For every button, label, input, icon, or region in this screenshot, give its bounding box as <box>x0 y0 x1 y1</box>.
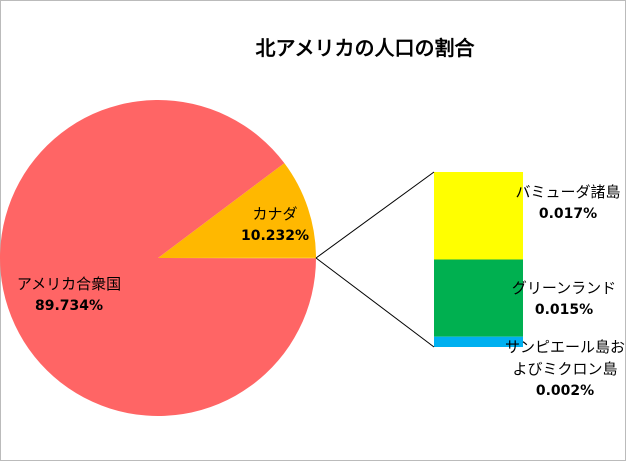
value-label: 0.002% <box>535 383 595 399</box>
bar-segment <box>434 259 523 337</box>
category-label: バミューダ諸島 <box>515 183 621 201</box>
data-label: アメリカ合衆国 89.734% <box>10 273 128 317</box>
category-label: グリーンランド <box>511 279 617 297</box>
connector <box>315 257 435 348</box>
bar-segment <box>434 336 523 347</box>
connector <box>315 171 435 259</box>
data-label: バミューダ諸島 0.017% <box>512 181 624 225</box>
value-label: 0.015% <box>534 302 594 318</box>
data-label: グリーンランド 0.015% <box>505 277 623 321</box>
data-label: カナダ 10.232% <box>225 203 325 247</box>
pie-slice <box>0 100 316 416</box>
chart-title: 北アメリカの人口の割合 <box>255 36 475 60</box>
category-label: アメリカ合衆国 <box>16 275 122 293</box>
category-label: カナダ <box>252 205 298 223</box>
value-label: 0.017% <box>538 206 598 222</box>
data-label: サンピエール島およびミクロン島 0.002% <box>505 336 625 402</box>
category-label: サンピエール島およびミクロン島 <box>505 338 626 378</box>
value-label: 89.734% <box>34 298 104 314</box>
value-label: 10.232% <box>240 228 310 244</box>
bar-segment <box>434 172 523 260</box>
pie-slice <box>158 163 316 258</box>
